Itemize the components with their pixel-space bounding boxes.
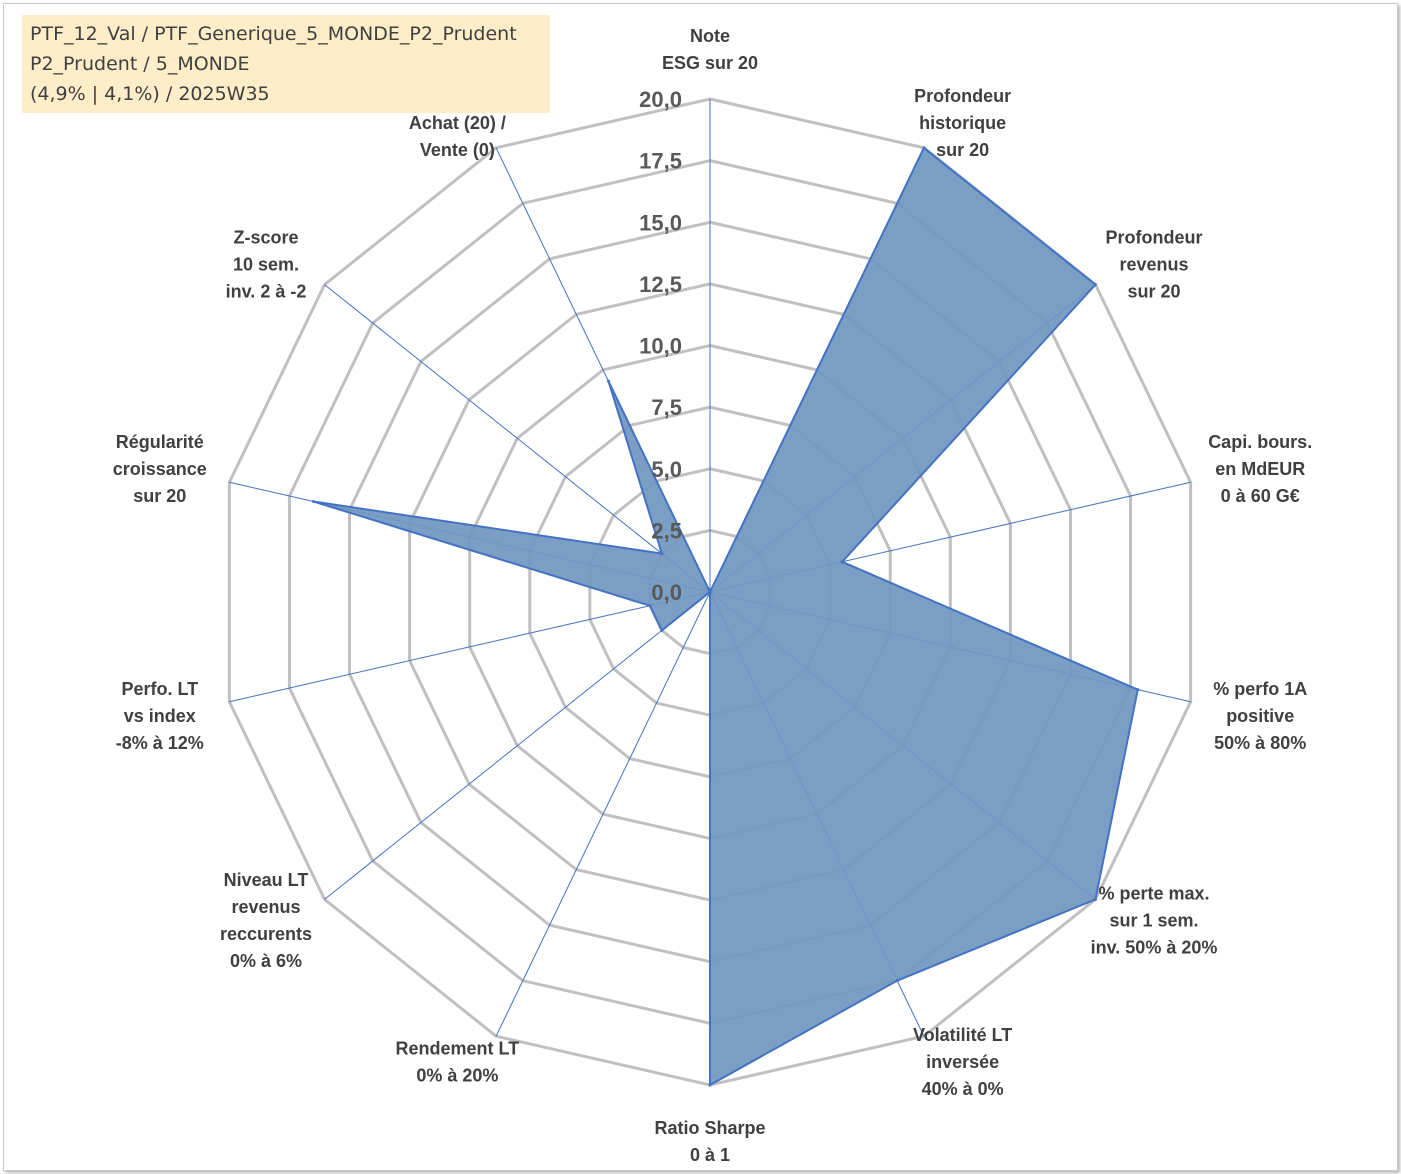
category-label-line: inv. 50% à 20% (1091, 937, 1218, 957)
data-point (922, 146, 926, 150)
axis-spoke (229, 591, 711, 703)
category-label-line: 10 sem. (233, 255, 299, 275)
category-label: % perte max. sur 1 sem. inv. 50% à 20% (1091, 883, 1218, 957)
tick-label: 15,0 (639, 210, 682, 235)
category-label-line: historique (919, 113, 1006, 133)
category-label-line: % perte max. (1098, 883, 1209, 903)
category-label: Volatilité LT inversée 40% à 0% (913, 1025, 1012, 1099)
data-point (1136, 688, 1140, 692)
category-label: % perfo 1A positive 50% à 80% (1213, 679, 1307, 753)
category-label-line: % perfo 1A (1213, 679, 1307, 699)
tick-label: 0,0 (651, 580, 682, 605)
data-point (1093, 897, 1097, 901)
tick-label: 12,5 (639, 272, 682, 297)
category-label: Rendement LT 0% à 20% (396, 1038, 520, 1085)
category-label-line: Rendement LT (396, 1038, 520, 1058)
tick-label: 5,0 (651, 457, 682, 482)
category-label-line: Vente (0) (420, 140, 495, 160)
category-label-line: Volatilité LT (913, 1025, 1012, 1045)
tick-label: 17,5 (639, 149, 682, 174)
category-label-line: Note (690, 26, 730, 46)
tick-label: 10,0 (639, 334, 682, 359)
data-point (708, 590, 712, 594)
category-label-line: sur 1 sem. (1109, 910, 1198, 930)
category-label: Ratio Sharpe 0 à 1 (654, 1118, 765, 1165)
category-label-line: 0% à 20% (416, 1065, 498, 1085)
portfolio-name: PTF_12_Val / PTF_Generique_5_MONDE_P2_Pr… (30, 23, 517, 45)
category-label: Niveau LT revenus reccurents 0% à 6% (220, 870, 312, 971)
category-label-line: Z-score (233, 228, 298, 248)
category-label-line: Profondeur (914, 86, 1011, 106)
category-label-line: revenus (231, 897, 300, 917)
category-label-line: revenus (1119, 255, 1188, 275)
category-label-line: 50% à 80% (1214, 733, 1306, 753)
category-label-line: ESG sur 20 (662, 53, 758, 73)
category-label-line: -8% à 12% (116, 733, 204, 753)
data-point (1093, 283, 1097, 287)
category-label: Note ESG sur 20 (662, 26, 758, 73)
tick-label: 2,5 (651, 518, 682, 543)
data-point (895, 979, 899, 983)
data-point (648, 604, 652, 608)
profile-market: P2_Prudent / 5_MONDE (30, 53, 250, 75)
category-label-line: Perfo. LT (121, 679, 198, 699)
data-point (606, 379, 610, 383)
category-label: Perfo. LT vs index -8% à 12% (116, 679, 204, 753)
category-label-line: inversée (926, 1052, 999, 1072)
category-label-line: 0% à 6% (230, 951, 302, 971)
category-label: Profondeur historique sur 20 (914, 86, 1011, 160)
tick-label: 7,5 (651, 395, 682, 420)
performance-week: (4,9% | 4,1%) / 2025W35 (30, 83, 270, 105)
radial-tick-labels: 0,0 2,5 5,0 7,5 10,0 12,5 15,0 17,5 20,0 (639, 87, 682, 605)
portfolio-info-box: PTF_12_Val / PTF_Generique_5_MONDE_P2_Pr… (22, 15, 550, 113)
category-label-line: 40% à 0% (922, 1079, 1004, 1099)
category-label: Profondeur revenus sur 20 (1106, 228, 1203, 302)
axis-spoke (324, 591, 711, 900)
category-label-line: inv. 2 à -2 (226, 282, 307, 302)
category-label-line: Capi. bours. (1208, 432, 1312, 452)
category-label: Z-score 10 sem. inv. 2 à -2 (226, 228, 307, 302)
category-label-line: positive (1226, 706, 1294, 726)
category-label-line: Ratio Sharpe (654, 1118, 765, 1138)
category-label-line: Niveau LT (224, 870, 309, 890)
category-labels: Note ESG sur 20 Profondeur historique sur 20… (113, 26, 1312, 1165)
data-point (311, 499, 315, 503)
category-label-line: sur 20 (133, 486, 186, 506)
category-label-line: sur 20 (936, 140, 989, 160)
tick-label: 20,0 (639, 87, 682, 112)
category-label-line: vs index (124, 706, 196, 726)
data-point (660, 552, 664, 556)
category-label: Capi. bours. en MdEUR 0 à 60 G€ (1208, 432, 1312, 506)
category-label-line: en MdEUR (1215, 459, 1305, 479)
axis-spoke (324, 284, 711, 593)
category-label-line: sur 20 (1127, 282, 1180, 302)
data-point (840, 560, 844, 564)
axis-spoke (495, 591, 711, 1037)
category-label-line: 0 à 1 (690, 1145, 730, 1165)
category-label-line: Achat (20) / (409, 113, 506, 133)
category-label-line: Régularité (116, 432, 204, 452)
category-label: Régularité croissance sur 20 (113, 432, 207, 506)
data-point (660, 628, 664, 632)
category-label-line: Profondeur (1106, 228, 1203, 248)
category-label-line: croissance (113, 459, 207, 479)
category-label-line: 0 à 60 G€ (1221, 486, 1300, 506)
radar-series (311, 146, 1140, 1087)
data-point (708, 1083, 712, 1087)
category-label-line: reccurents (220, 924, 312, 944)
